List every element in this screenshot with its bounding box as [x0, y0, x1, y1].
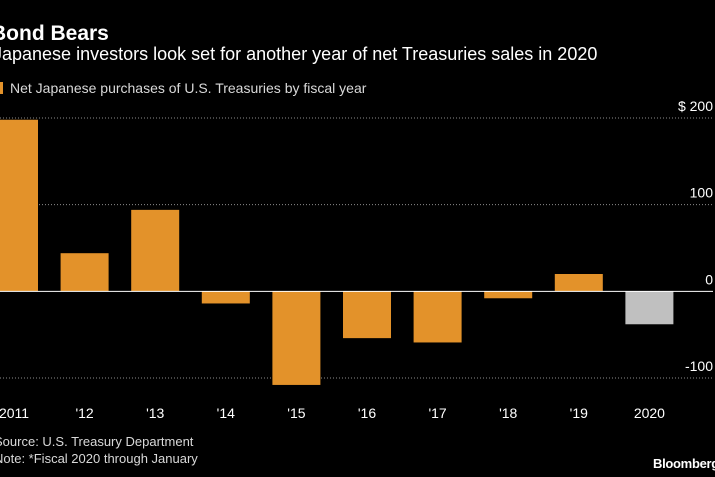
bloomberg-logo: Bloomberg — [653, 456, 715, 471]
bar-6 — [413, 291, 462, 343]
bar-4 — [272, 291, 321, 385]
x-tick-label-7: '18 — [499, 405, 517, 421]
legend: Net Japanese purchases of U.S. Treasurie… — [0, 80, 366, 96]
source-note: Source: U.S. Treasury Department — [0, 434, 194, 449]
y-tick-label-2: 0 — [705, 271, 713, 287]
bar-3 — [201, 291, 250, 304]
bar-1 — [60, 253, 109, 292]
bar-7 — [484, 291, 533, 299]
bar-5 — [343, 291, 391, 339]
y-tick-label-3: -100 — [685, 358, 713, 374]
x-tick-label-1: '12 — [75, 405, 93, 421]
x-tick-label-9: 2020 — [634, 405, 665, 421]
y-tick-label-0: $ 200 — [678, 98, 713, 114]
x-tick-label-5: '16 — [358, 405, 376, 421]
x-tick-label-6: '17 — [428, 405, 446, 421]
bar-8 — [554, 274, 603, 292]
chart-title: Bond Bears — [0, 22, 109, 45]
x-tick-label-0: 2011 — [0, 405, 29, 421]
bar-2 — [131, 209, 180, 292]
x-tick-label-2: '13 — [146, 405, 164, 421]
bar-0 — [0, 119, 38, 292]
x-tick-label-4: '15 — [287, 405, 305, 421]
legend-swatch — [0, 82, 3, 94]
chart-subtitle: Japanese investors look set for another … — [0, 44, 598, 64]
x-tick-label-8: '19 — [570, 405, 588, 421]
bar-9 — [625, 291, 674, 325]
x-tick-label-3: '14 — [217, 405, 235, 421]
footnote: Note: *Fiscal 2020 through January — [0, 451, 198, 466]
y-tick-label-1: 100 — [690, 185, 714, 201]
legend-label: Net Japanese purchases of U.S. Treasurie… — [10, 80, 367, 96]
